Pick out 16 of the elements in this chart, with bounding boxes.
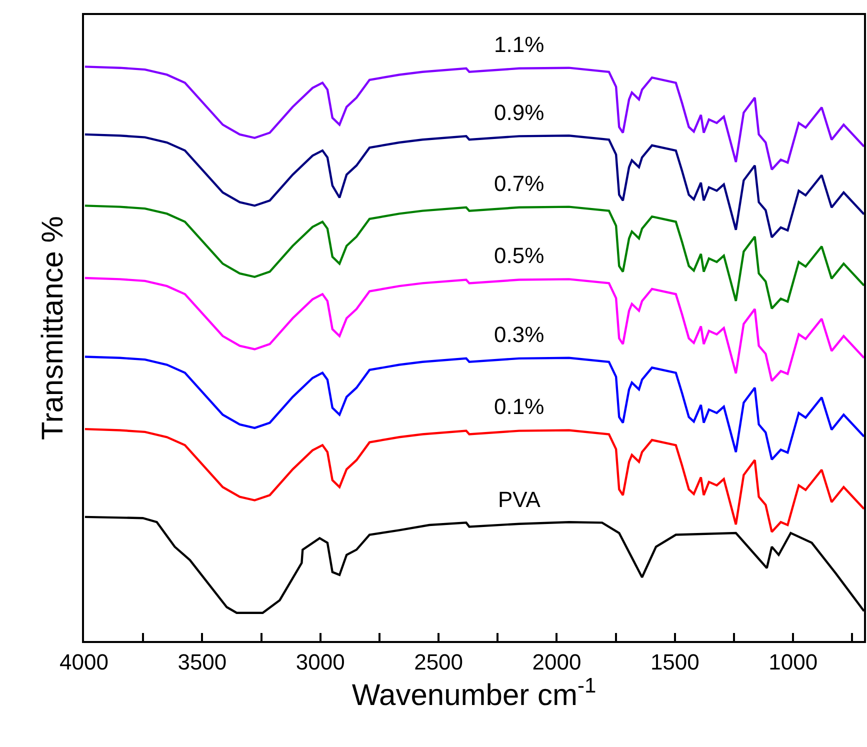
series-label: 0.9% [494, 100, 544, 125]
x-axis-title: Wavenumber cm$^{-1}$ [352, 674, 596, 712]
x-tick-label: 3500 [178, 649, 227, 674]
series-label: PVA [498, 487, 541, 512]
x-tick-label: 2000 [532, 649, 582, 674]
x-tick-label: 3000 [296, 649, 345, 674]
series-label: 0.1% [494, 394, 544, 419]
x-tick-label: 1500 [650, 649, 700, 674]
x-tick-label: 1000 [768, 649, 818, 674]
x-tick-label: 4000 [60, 649, 108, 674]
series-label: 1.1% [494, 32, 544, 57]
series-label: 0.3% [494, 322, 544, 347]
x-tick-label: 2500 [414, 649, 464, 674]
series-label: 0.7% [494, 171, 544, 196]
y-axis-title: Transmittance % [36, 216, 70, 440]
series-label: 0.5% [494, 243, 544, 268]
